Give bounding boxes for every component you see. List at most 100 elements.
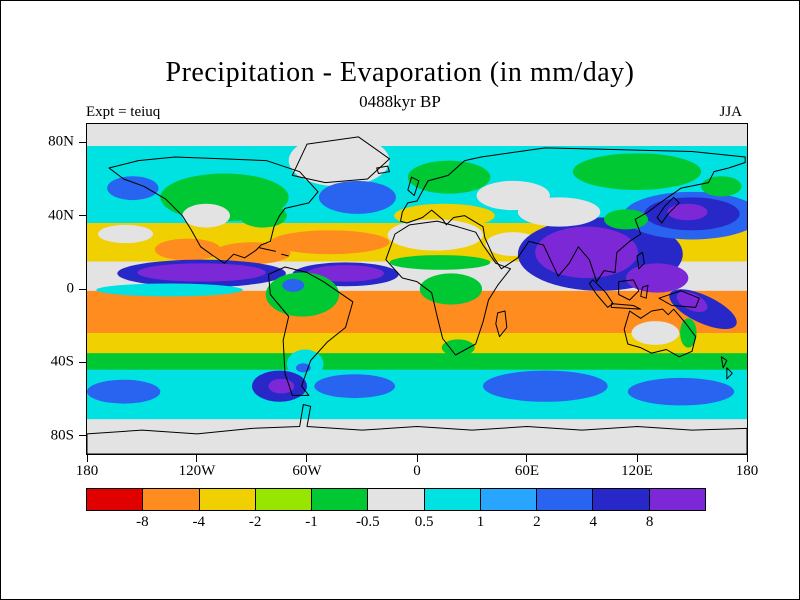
field-region — [239, 203, 287, 228]
colorbar-cell — [368, 489, 425, 510]
x-axis-tick-label: 180 — [735, 463, 759, 479]
field-region — [389, 255, 491, 270]
field-region — [154, 238, 221, 261]
field-region — [87, 419, 747, 454]
y-axis-tick-label: 80N — [48, 133, 74, 150]
field-region — [282, 278, 305, 292]
field-region — [419, 273, 483, 305]
x-axis-tick-label: 60E — [514, 463, 540, 479]
colorbar-tick-label: 2 — [533, 514, 541, 530]
field-region — [626, 263, 689, 293]
field-region — [314, 374, 395, 399]
colorbar-tick-label: 8 — [645, 514, 654, 530]
coastline — [637, 252, 644, 268]
x-axis-tick — [526, 455, 528, 462]
colorbar-tick-label: 1 — [476, 514, 485, 530]
x-axis-tick-label: 180 — [75, 463, 99, 479]
y-axis-tick-label: 0 — [66, 280, 75, 297]
field-region — [517, 197, 601, 227]
y-axis-tick-label: 40S — [50, 353, 74, 370]
colorbar-labels: -8 -4 -2 -1 -0.5 0.5 1 2 4 8 — [86, 514, 706, 534]
field-region — [98, 224, 153, 244]
y-axis-tick-label: 40N — [48, 207, 74, 224]
field-region — [667, 203, 708, 221]
experiment-label: Expt = teiuq — [86, 104, 161, 120]
coastline — [269, 267, 353, 395]
x-axis-tick — [746, 455, 748, 462]
field-region — [441, 339, 475, 356]
colorbar-cell — [87, 489, 144, 510]
field-region — [270, 230, 390, 255]
coastline — [281, 254, 288, 256]
map-frame: 80N 40N 0 40S 80S 180 120W 60W 0 60E 120E 180 — [48, 123, 758, 479]
coastline — [259, 248, 276, 252]
x-axis-tick — [636, 455, 638, 462]
colorbar-cell — [593, 489, 650, 510]
colorbar — [86, 488, 706, 511]
coastline — [641, 285, 648, 298]
colorbar-tick-label: -2 — [248, 514, 262, 530]
y-axis-tick — [79, 361, 86, 363]
field-region — [387, 219, 483, 251]
field-region — [307, 265, 384, 282]
colorbar-tick-label: -1 — [305, 514, 318, 530]
colorbar-cell — [312, 489, 369, 510]
coastline — [496, 311, 507, 337]
coastline — [721, 357, 727, 368]
colorbar-cell — [649, 489, 705, 510]
y-axis-tick-label: 80S — [50, 427, 74, 444]
x-axis-tick — [416, 455, 418, 462]
colorbar-tick-label: -4 — [192, 514, 205, 530]
coastline — [589, 280, 613, 308]
y-axis-tick — [79, 215, 86, 217]
world-map — [87, 124, 747, 454]
colorbar-cell — [143, 489, 200, 510]
field-region — [182, 203, 230, 228]
x-axis-tick — [86, 455, 88, 462]
y-axis-tick — [79, 435, 86, 437]
field-region — [87, 379, 161, 404]
coastline — [657, 197, 679, 223]
coastline — [109, 157, 318, 263]
colorbar-tick-label: -0.5 — [355, 514, 380, 530]
coastline — [659, 291, 699, 308]
x-axis-tick-label: 120E — [621, 463, 653, 479]
field-region — [631, 321, 680, 345]
field-region — [265, 272, 340, 317]
coastline — [377, 166, 390, 173]
field-region — [107, 176, 159, 201]
y-axis-tick — [79, 141, 86, 143]
coastline — [727, 368, 733, 379]
coastline — [87, 405, 747, 455]
x-axis-tick-label: 60W — [292, 463, 322, 479]
field-region — [627, 377, 735, 406]
colorbar-tick-label: 4 — [589, 514, 598, 530]
field-layer — [87, 124, 747, 454]
x-axis-tick — [196, 455, 198, 462]
coastline — [292, 137, 389, 183]
x-axis-tick — [306, 455, 308, 462]
field-region — [626, 307, 681, 321]
season-label: JJA — [719, 104, 742, 120]
x-axis-tick-label: 0 — [413, 463, 421, 479]
colorbar-cell — [537, 489, 594, 510]
colorbar-cell — [199, 489, 256, 510]
field-region — [96, 283, 243, 297]
plot-title: Precipitation - Evaporation (in mm/day) — [165, 57, 635, 88]
x-axis-tick-label: 120W — [178, 463, 216, 479]
field-region — [680, 318, 697, 348]
coastline — [624, 309, 696, 357]
field-region — [572, 153, 702, 190]
coastlines-layer — [87, 137, 747, 454]
field-region — [268, 378, 295, 394]
field-region — [288, 135, 390, 187]
field-region — [604, 209, 648, 230]
colorbar-cell — [480, 489, 538, 510]
coastline — [408, 177, 419, 195]
coastline — [619, 280, 639, 300]
y-axis-tick — [79, 288, 86, 290]
field-region — [87, 353, 747, 372]
field-region — [137, 263, 266, 282]
field-region — [483, 370, 608, 402]
